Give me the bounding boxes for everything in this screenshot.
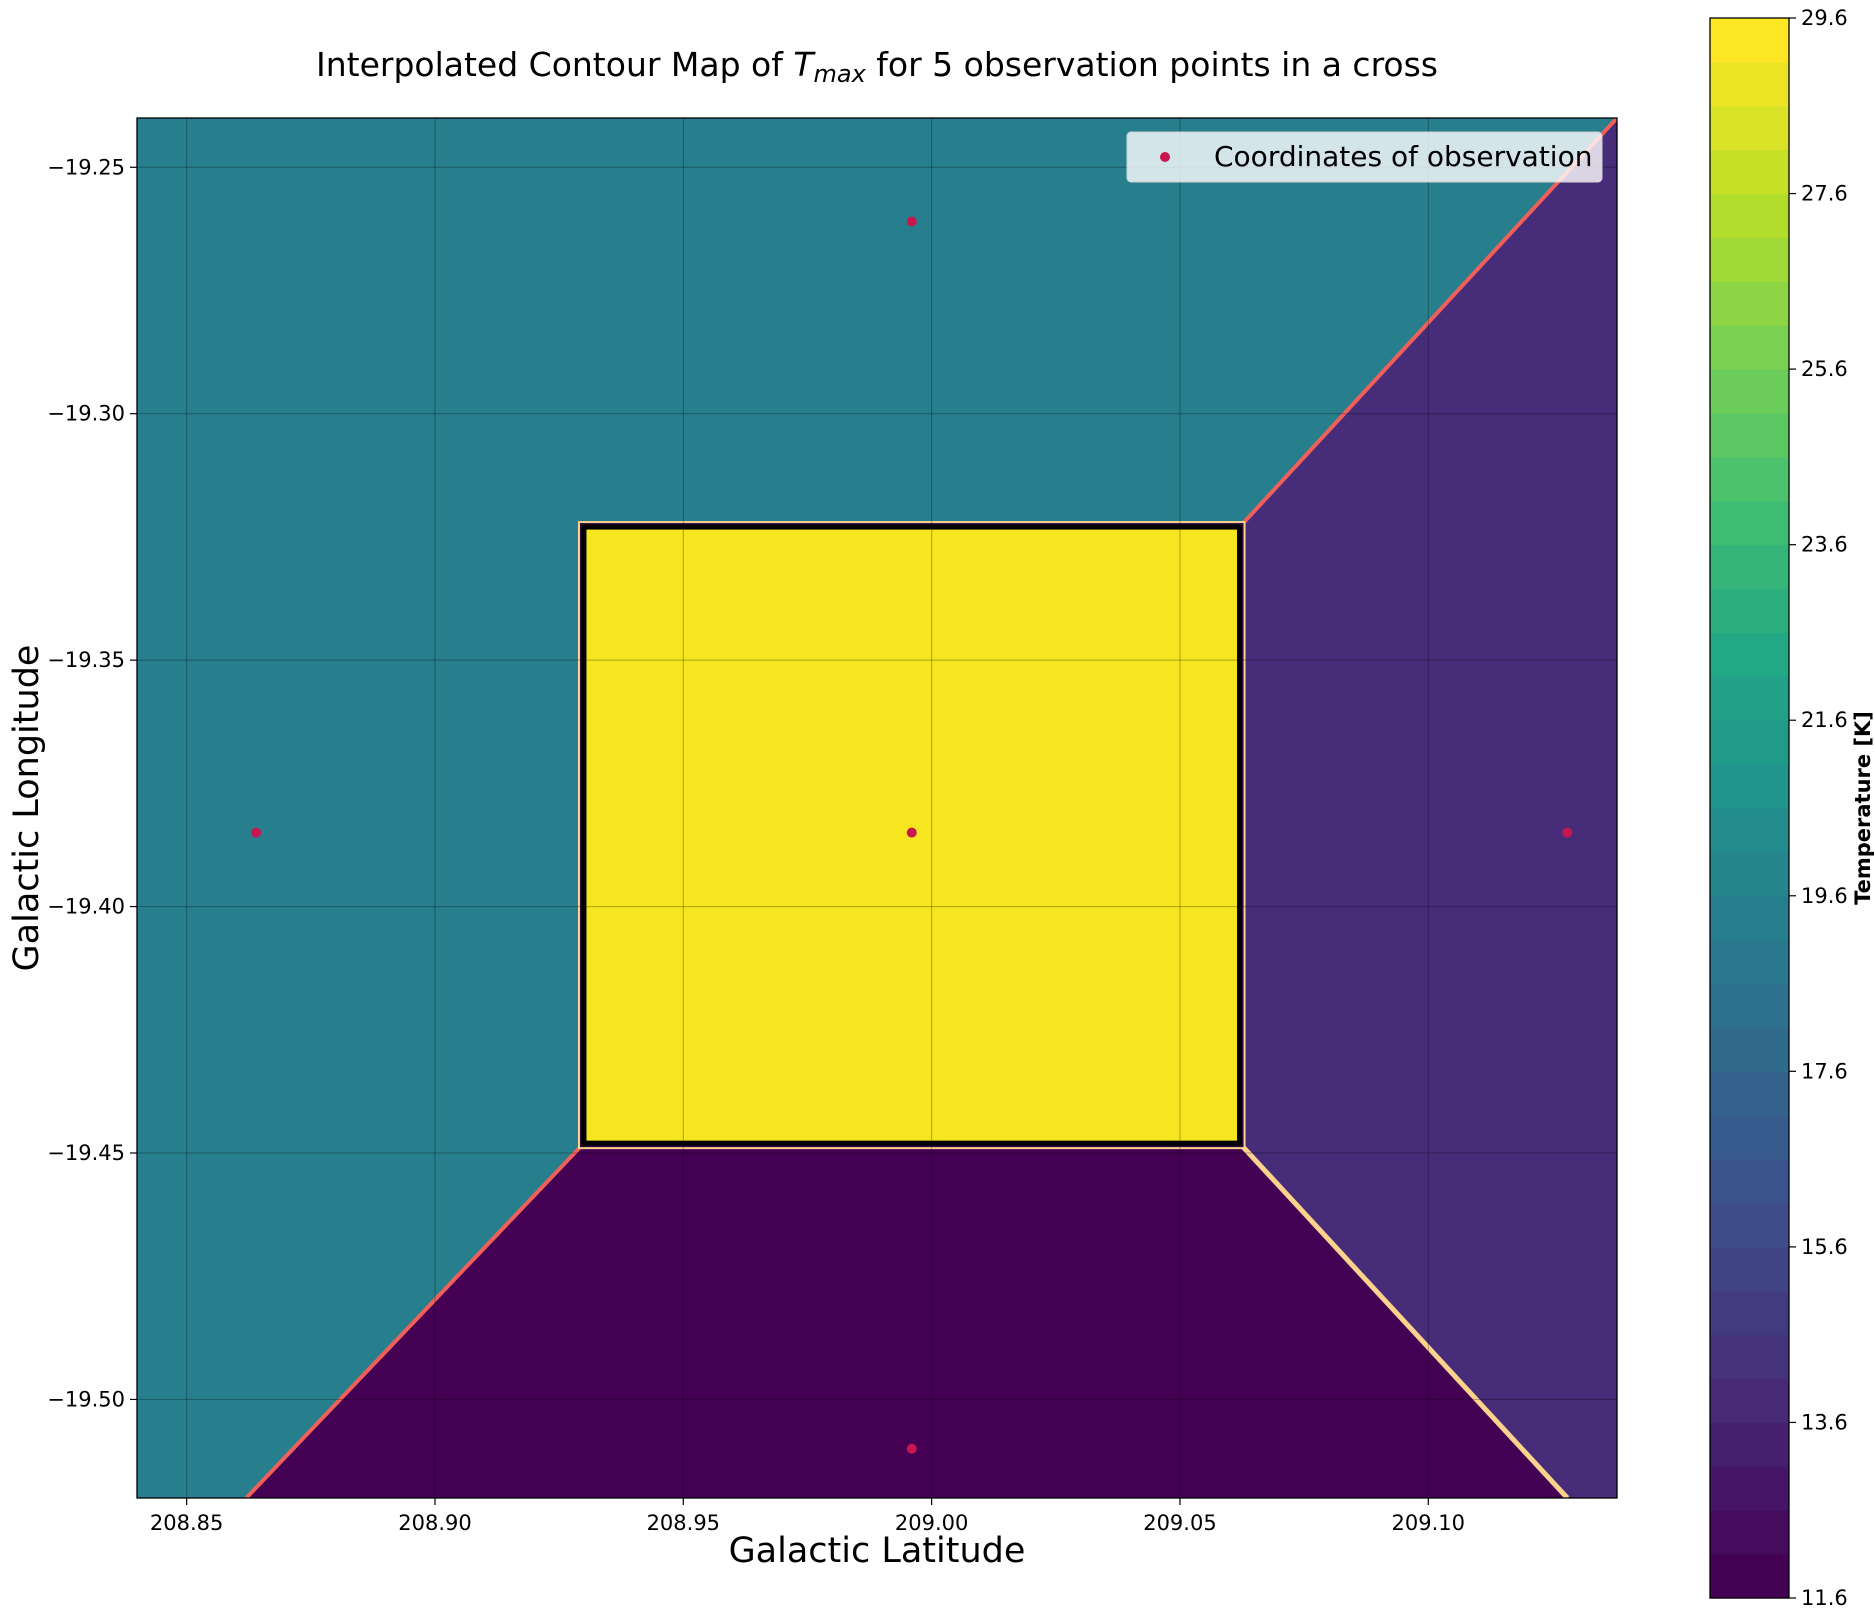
colorbar-level [1710,105,1789,151]
plot-frame [136,117,1618,1499]
x-tick-label: 208.85 [150,1511,223,1535]
colorbar-level [1710,413,1789,458]
colorbar-level [1710,1466,1789,1511]
colorbar-level [1710,456,1789,502]
colorbar-level [1710,939,1789,985]
colorbar-level [1710,1510,1789,1555]
colorbar-level [1710,237,1789,282]
colorbar-level [1710,325,1789,370]
y-tick-label: −19.40 [47,895,125,919]
colorbar-tick-label: 19.6 [1801,884,1848,908]
colorbar-level [1710,895,1789,941]
colorbar-ticks: 11.6 13.6 15.6 17.6 19.6 21.6 23.6 25.6 27.6 29.6 [1789,6,1848,1610]
legend-label: Coordinates of observation [1214,140,1592,173]
colorbar-tick-label: 25.6 [1801,357,1848,381]
colorbar-level [1710,61,1789,107]
colorbar-tick-label: 11.6 [1801,1586,1848,1610]
chart-title-subscript: max [814,60,867,88]
colorbar-tick-label: 23.6 [1801,533,1848,557]
colorbar-level [1710,1290,1789,1336]
observation-point [251,827,262,838]
colorbar-level [1710,369,1789,414]
colorbar-level [1710,1027,1789,1072]
boundary-lower-left [244,1141,586,1498]
x-tick-label: 209.00 [895,1511,968,1535]
boundary-upper-right [1238,118,1617,529]
chart-title-prefix: Interpolated Contour Map of [316,45,793,84]
x-axis-label: Galactic Latitude [729,1531,1026,1571]
y-tick-label: −19.50 [47,1387,125,1411]
boundary-lower-right [1237,1141,1570,1498]
y-axis-label: Galactic Longitude [7,645,47,972]
legend-box [1126,131,1603,183]
observation-point [906,216,917,227]
colorbar-level [1710,18,1789,63]
legend: Coordinates of observation [1126,131,1603,183]
colorbar-level [1710,983,1789,1029]
observation-point [906,1443,917,1454]
colorbar-level [1710,1115,1789,1160]
colorbar-level [1710,676,1789,721]
colorbar [1710,18,1789,1599]
colorbar-tick-label: 27.6 [1801,182,1848,206]
colorbar-level [1710,1378,1789,1424]
y-tick-label: −19.30 [47,402,125,426]
chart-title-symbol: T [793,45,816,84]
legend-marker [1160,152,1170,162]
colorbar-frame [1709,17,1790,1599]
observation-points [251,216,1573,1454]
x-tick-label: 208.95 [647,1511,720,1535]
colorbar-level [1710,1246,1789,1292]
colorbar-level [1710,1071,1789,1116]
x-tick-label: 208.90 [398,1511,471,1535]
x-tick-label: 209.05 [1143,1511,1216,1535]
colorbar-level [1710,1554,1789,1599]
grid-lines [137,118,1617,1498]
colorbar-label: Temperature [K] [1851,711,1874,905]
y-tick-label: −19.25 [47,155,125,179]
observation-point [1562,827,1573,838]
colorbar-level [1710,1334,1789,1380]
chart-title: Interpolated Contour Map of Tmax for 5 o… [316,45,1438,88]
observation-point [906,827,917,838]
colorbar-level [1710,193,1789,239]
y-tick-label: −19.45 [47,1141,125,1165]
colorbar-level [1710,1159,1789,1204]
x-axis-ticks: 208.85 208.90 208.95 209.00 209.05 209.10 [150,1498,1465,1535]
colorbar-level [1710,281,1789,326]
colorbar-level [1710,500,1789,546]
colorbar-tick-label: 29.6 [1801,6,1848,30]
chart-title-suffix: for 5 observation points in a cross [866,45,1438,84]
colorbar-tick-label: 21.6 [1801,708,1848,732]
colorbar-level [1710,632,1789,677]
colorbar-level [1710,588,1789,634]
y-axis-ticks: −19.25 −19.30 −19.35 −19.40 −19.45 −19.50 [47,155,137,1411]
x-tick-label: 209.10 [1392,1511,1465,1535]
colorbar-level [1710,1203,1789,1248]
colorbar-level [1710,1422,1789,1467]
colorbar-tick-label: 17.6 [1801,1059,1848,1083]
colorbar-level [1710,720,1789,765]
colorbar-level [1710,544,1789,590]
region-right [1239,118,1617,1498]
region-bottom [246,1143,1568,1498]
colorbar-tick-label: 13.6 [1801,1410,1848,1434]
colorbar-level [1710,149,1789,195]
y-tick-label: −19.35 [47,648,125,672]
colorbar-tick-label: 15.6 [1801,1235,1848,1259]
plot-area [137,118,1617,1498]
colorbar-level [1710,851,1789,897]
colorbar-level [1710,808,1789,853]
colorbar-level [1710,764,1789,809]
